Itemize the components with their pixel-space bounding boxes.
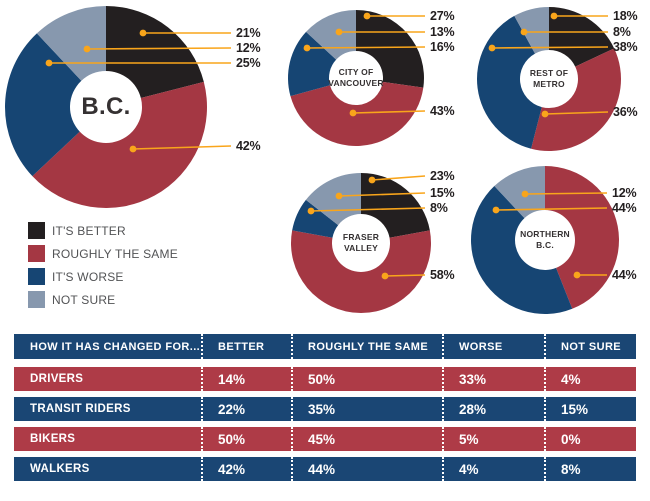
cell-walkers-worse: 4% — [442, 457, 544, 481]
cell-transit-riders-worse: 28% — [442, 397, 544, 421]
callout-line — [352, 110, 426, 114]
donut-chart-northern — [470, 166, 620, 314]
callout-dot-icon — [335, 192, 343, 200]
legend-item-roughly-the-same: ROUGHLY THE SAME — [28, 245, 178, 262]
segment-better-vancouver — [356, 10, 424, 88]
callout-dot-icon — [381, 272, 389, 280]
table-header-row: HOW IT HAS CHANGED FOR... BETTER ROUGHLY… — [14, 334, 636, 359]
callout-dot-icon — [335, 28, 343, 36]
segment-same-metro — [531, 48, 621, 152]
cell-transit-riders-same: 35% — [291, 397, 442, 421]
callout-line — [86, 47, 232, 50]
donut-chart-vancouver — [288, 10, 424, 147]
segment-worse-bc — [4, 33, 82, 177]
donut-chart-fraser — [291, 173, 431, 313]
segment-better-metro — [549, 7, 615, 67]
row-label-walkers: WALKERS — [30, 463, 90, 475]
segment-same-northern — [545, 166, 620, 309]
row-label-bikers: BIKERS — [30, 433, 76, 445]
legend-item-not-sure: NOT SURE — [28, 291, 178, 308]
callout-line — [310, 207, 426, 212]
callout-dot-icon — [139, 29, 147, 37]
cell-transit-riders-not-sure: 15% — [544, 397, 636, 421]
callout-dot-icon — [303, 44, 311, 52]
callout-line — [384, 274, 426, 277]
header-cell-roughly-the-same: ROUGHLY THE SAME — [291, 334, 442, 359]
legend-swatch-roughly-the-same-icon — [28, 245, 45, 262]
callout-dot-icon — [550, 12, 558, 20]
legend-item-better: IT'S BETTER — [28, 222, 178, 239]
cell-bikers-worse: 5% — [442, 427, 544, 451]
segment-worse-fraser — [292, 199, 339, 238]
callout-dot-icon — [363, 12, 371, 20]
cell-drivers-same: 50% — [291, 367, 442, 391]
callout-line — [132, 145, 232, 150]
table-row-drivers: DRIVERS 14% 50% 33% 4% — [14, 367, 636, 391]
segment-worse-northern — [470, 186, 573, 314]
legend-label-better: IT'S BETTER — [52, 223, 126, 238]
legend-swatch-better-icon — [28, 222, 45, 239]
donut-chart-metro — [477, 7, 621, 152]
legend-label-roughly-the-same: ROUGHLY THE SAME — [52, 246, 178, 261]
callout-dot-icon — [488, 44, 496, 52]
segment-same-bc — [32, 81, 207, 208]
chart-legend: IT'S BETTER ROUGHLY THE SAME IT'S WORSE … — [28, 222, 178, 314]
header-cell-better: BETTER — [201, 334, 291, 359]
segment-notsure-bc — [36, 6, 106, 81]
cell-walkers-not-sure: 8% — [544, 457, 636, 481]
legend-swatch-worse-icon — [28, 268, 45, 285]
cell-bikers-better: 50% — [201, 427, 291, 451]
table-row-transit-riders: TRANSIT RIDERS 22% 35% 28% 15% — [14, 397, 636, 421]
callout-dot-icon — [521, 190, 529, 198]
segment-notsure-northern — [494, 166, 545, 219]
cell-drivers-worse: 33% — [442, 367, 544, 391]
callout-dot-icon — [45, 59, 53, 67]
segment-same-vancouver — [290, 81, 424, 147]
callout-dot-icon — [83, 45, 91, 53]
header-cell-not-sure: NOT SURE — [544, 334, 636, 359]
cell-bikers-not-sure: 0% — [544, 427, 636, 451]
callout-dot-icon — [349, 109, 357, 117]
segment-same-fraser — [291, 230, 431, 313]
callout-line — [524, 192, 608, 195]
callout-line — [495, 207, 608, 211]
callout-dot-icon — [573, 271, 581, 279]
donut-chart-bc — [4, 6, 207, 208]
segment-better-fraser — [361, 173, 430, 238]
callout-dot-icon — [520, 28, 528, 36]
segment-worse-vancouver — [288, 31, 337, 97]
cell-drivers-better: 14% — [201, 367, 291, 391]
callout-line — [371, 175, 426, 181]
row-label-transit-riders: TRANSIT RIDERS — [30, 403, 131, 415]
callout-dot-icon — [541, 110, 549, 118]
cell-bikers-same: 45% — [291, 427, 442, 451]
header-cell-worse: WORSE — [442, 334, 544, 359]
header-cell-how-changed: HOW IT HAS CHANGED FOR... — [30, 340, 201, 353]
table-row-walkers: WALKERS 42% 44% 4% 8% — [14, 457, 636, 481]
legend-label-worse: IT'S WORSE — [52, 269, 124, 284]
segment-better-bc — [106, 6, 204, 99]
legend-item-worse: IT'S WORSE — [28, 268, 178, 285]
row-label-drivers: DRIVERS — [30, 373, 84, 385]
cell-drivers-not-sure: 4% — [544, 367, 636, 391]
callout-line — [306, 46, 426, 49]
callout-dot-icon — [307, 207, 315, 215]
segment-notsure-metro — [514, 7, 549, 54]
callout-dot-icon — [492, 206, 500, 214]
callout-line — [491, 46, 609, 49]
segment-notsure-fraser — [305, 173, 361, 226]
callout-dot-icon — [368, 176, 376, 184]
callout-dot-icon — [129, 145, 137, 153]
change-by-mode-table: HOW IT HAS CHANGED FOR... BETTER ROUGHLY… — [14, 334, 636, 487]
legend-label-not-sure: NOT SURE — [52, 292, 116, 307]
callout-line — [544, 111, 609, 115]
table-row-bikers: BIKERS 50% 45% 5% 0% — [14, 427, 636, 451]
cell-transit-riders-better: 22% — [201, 397, 291, 421]
callout-line — [338, 192, 426, 197]
cell-walkers-same: 44% — [291, 457, 442, 481]
legend-swatch-not-sure-icon — [28, 291, 45, 308]
cell-walkers-better: 42% — [201, 457, 291, 481]
